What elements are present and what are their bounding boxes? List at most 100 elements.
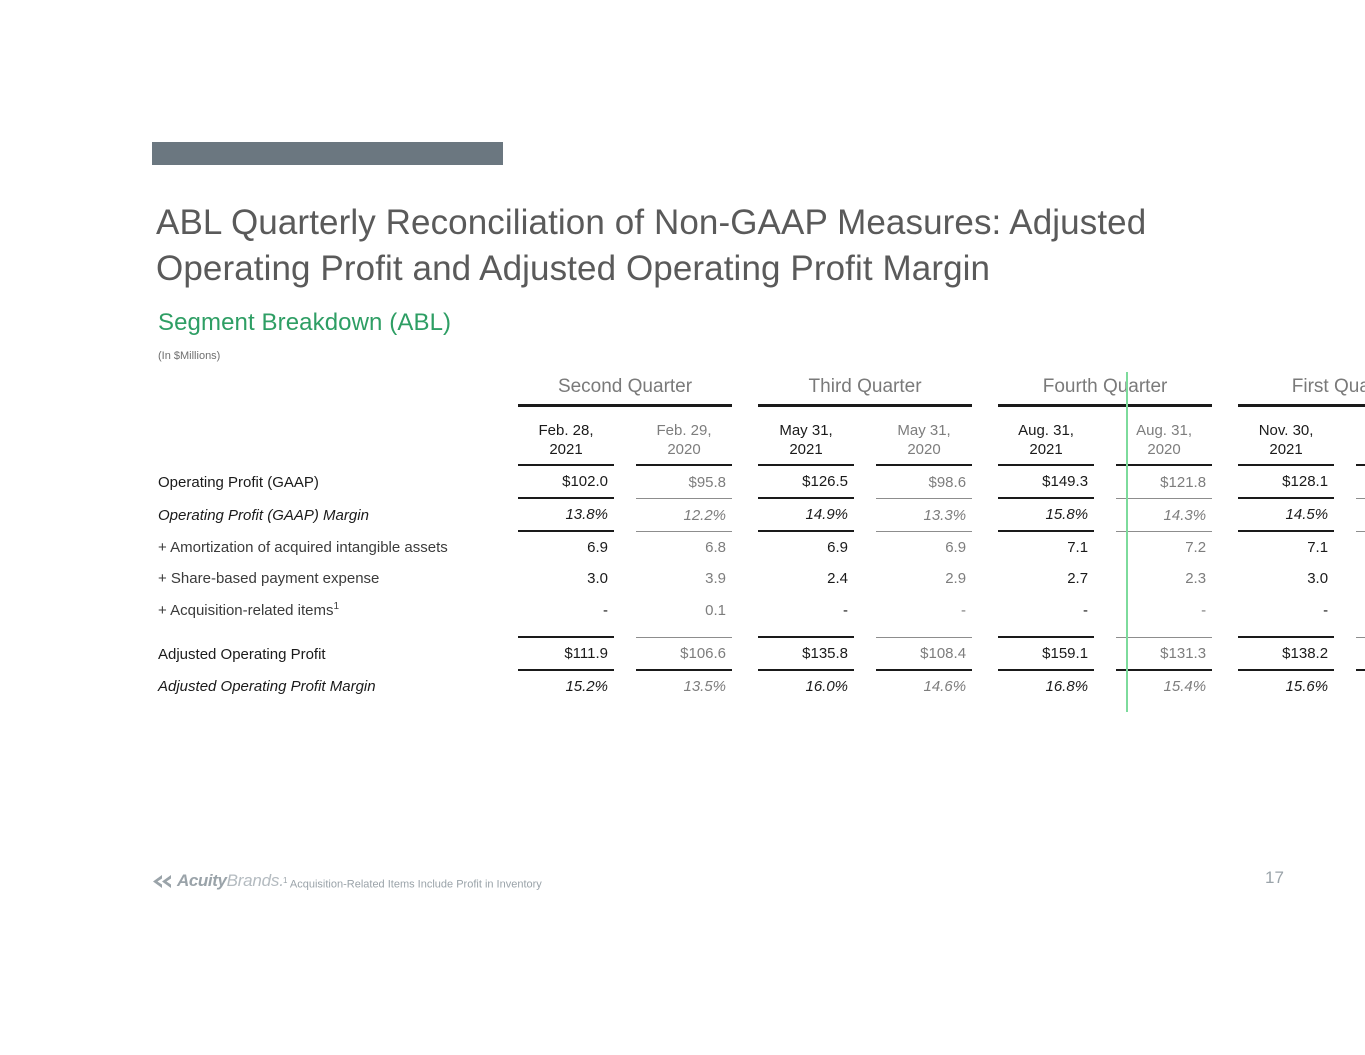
cell-r4-c5: - [1201, 602, 1207, 619]
cell-r3-c7: 2.9 [1356, 563, 1365, 594]
date-header-1-line2: 2020 [667, 441, 701, 458]
cell-r1-c3: 13.3% [876, 498, 973, 532]
group-rule-fourth-quarter [998, 403, 1213, 407]
cell-r4-c2: - [843, 602, 849, 619]
cell-r0-c3: $98.6 [876, 465, 973, 499]
cell-r2-c7: 7.0 [1356, 531, 1365, 563]
table-row: + Amortization of acquired intangible as… [158, 531, 1365, 563]
group-rule-third-quarter [758, 403, 973, 407]
cell-r6-c6: 15.6% [1285, 678, 1329, 695]
group-rule-first-quarter [1238, 403, 1365, 407]
logo-word-brands: Brands. [226, 871, 284, 890]
footnote-text: Acquisition-Related Items Include Profit… [287, 878, 542, 891]
cell-r3-c6: 3.0 [1307, 570, 1329, 587]
quarter-group-divider [1126, 372, 1128, 712]
date-header-6: Nov. 30, 2021 [1238, 407, 1335, 466]
date-header-3-line2: 2020 [907, 441, 941, 458]
page-subtitle: Segment Breakdown (ABL) [158, 309, 452, 336]
units-note: (In $Millions) [158, 350, 221, 362]
date-header-1: Feb. 29, 2020 [636, 407, 733, 466]
cell-r3-c3: 2.9 [945, 570, 967, 587]
group-rule-second-quarter [518, 403, 733, 407]
footnote-marker-icon: 1 [333, 601, 340, 612]
date-header-6-line1: Nov. 30, [1258, 422, 1314, 439]
cell-r4-c4: - [1083, 602, 1089, 619]
row-label-acquisition-text: + Acquisition-related items [158, 602, 334, 619]
cell-r5-c7: $108.3 [1356, 636, 1365, 671]
cell-r6-c0: 15.2% [565, 678, 608, 695]
cell-r3-c1: 3.9 [705, 570, 727, 587]
date-header-2: May 31, 2021 [758, 407, 855, 466]
group-header-fourth-quarter: Fourth Quarter [1042, 376, 1168, 397]
date-header-4-line2: 2021 [1029, 441, 1063, 458]
cell-r1-c1: 12.2% [636, 498, 733, 532]
cell-r1-c4: 15.8% [998, 498, 1095, 532]
date-header-0-line2: 2021 [549, 441, 583, 458]
table-row: + Acquisition-related items1 - 0.1 - - -… [158, 594, 1365, 626]
acuity-brands-logo: Acuity Brands. [152, 871, 284, 891]
cell-r1-c7: 13.1% [1356, 498, 1365, 532]
table-row: + Share-based payment expense 3.0 3.9 2.… [158, 563, 1365, 594]
date-header-3: May 31, 2020 [876, 407, 973, 466]
cell-r6-c5: 15.4% [1163, 678, 1207, 695]
cell-r4-c7: - [1356, 594, 1365, 626]
cell-r2-c5: 7.2 [1185, 539, 1207, 556]
cell-r6-c1: 13.5% [683, 678, 727, 695]
row-label-share-based-payment: + Share-based payment expense [158, 570, 380, 587]
row-label-operating-profit-gaap-margin: Operating Profit (GAAP) Margin [158, 507, 369, 524]
date-header-5-line1: Aug. 31, [1136, 422, 1192, 439]
cell-r3-c5: 2.3 [1185, 570, 1207, 587]
header-accent-bar [152, 142, 503, 165]
cell-r3-c4: 2.7 [1067, 570, 1089, 587]
reconciliation-table: Second Quarter Third Quarter Fourth Quar… [158, 368, 1365, 702]
cell-r0-c2: $126.5 [758, 465, 855, 499]
footnote-number: 1 [283, 876, 288, 885]
cell-r3-c0: 3.0 [587, 570, 608, 587]
table-date-header-row: Feb. 28, 2021 Feb. 29, 2020 May 31, 2021… [158, 407, 1365, 466]
group-rule-row [158, 403, 1365, 407]
date-header-5: Aug. 31, 2020 [1116, 407, 1213, 466]
cell-r5-c2: $135.8 [758, 636, 855, 671]
date-header-7-line2: 2020 [1356, 440, 1365, 459]
cell-r2-c3: 6.9 [945, 539, 967, 556]
cell-r4-c6: - [1323, 602, 1329, 619]
cell-r6-c2: 16.0% [805, 678, 849, 695]
date-header-2-line1: May 31, [779, 422, 833, 439]
cell-r2-c4: 7.1 [1067, 539, 1089, 556]
group-header-first-quarter: First Quarter [1291, 376, 1365, 397]
cell-r2-c0: 6.9 [587, 539, 608, 556]
date-header-6-line2: 2021 [1269, 441, 1303, 458]
cell-r0-c0: $102.0 [518, 465, 614, 499]
row-label-operating-profit-gaap: Operating Profit (GAAP) [158, 474, 319, 491]
cell-r0-c4: $149.3 [998, 465, 1095, 499]
cell-r1-c6: 14.5% [1238, 498, 1335, 532]
table-row: Adjusted Operating Profit Margin 15.2% 1… [158, 670, 1365, 702]
footnote: 1 Acquisition-Related Items Include Prof… [283, 876, 542, 891]
date-header-7-line1: Nov. 30, [1356, 421, 1365, 440]
table-row: Operating Profit (GAAP) Margin 13.8% 12.… [158, 498, 1365, 532]
cell-r4-c3: - [961, 602, 967, 619]
row-label-amortization: + Amortization of acquired intangible as… [158, 539, 448, 556]
cell-r1-c2: 14.9% [758, 498, 855, 532]
date-header-0: Feb. 28, 2021 [518, 407, 614, 466]
cell-r4-c0: - [603, 602, 608, 619]
cell-r0-c7: $98.4 [1356, 465, 1365, 499]
page-number: 17 [1265, 868, 1284, 887]
date-header-4-line1: Aug. 31, [1018, 422, 1074, 439]
page-title: ABL Quarterly Reconciliation of Non-GAAP… [156, 203, 1147, 288]
table-group-header-row: Second Quarter Third Quarter Fourth Quar… [158, 368, 1365, 403]
logo-word-acuity: Acuity [177, 871, 227, 890]
double-chevron-icon [152, 874, 176, 889]
cell-r0-c6: $128.1 [1238, 465, 1335, 499]
group-header-second-quarter: Second Quarter [557, 376, 693, 397]
date-header-3-line1: May 31, [897, 422, 951, 439]
table-row: Adjusted Operating Profit $111.9 $106.6 … [158, 636, 1365, 671]
cell-r5-c1: $106.6 [636, 636, 733, 671]
cell-r2-c2: 6.9 [827, 539, 849, 556]
cell-r5-c5: $131.3 [1116, 636, 1213, 671]
row-label-adjusted-operating-profit-margin: Adjusted Operating Profit Margin [158, 678, 376, 695]
table-spacer-row [158, 626, 1365, 637]
cell-r1-c0: 13.8% [518, 498, 614, 532]
cell-r0-c1: $95.8 [636, 465, 733, 499]
cell-r6-c7: 14.4% [1356, 670, 1365, 702]
